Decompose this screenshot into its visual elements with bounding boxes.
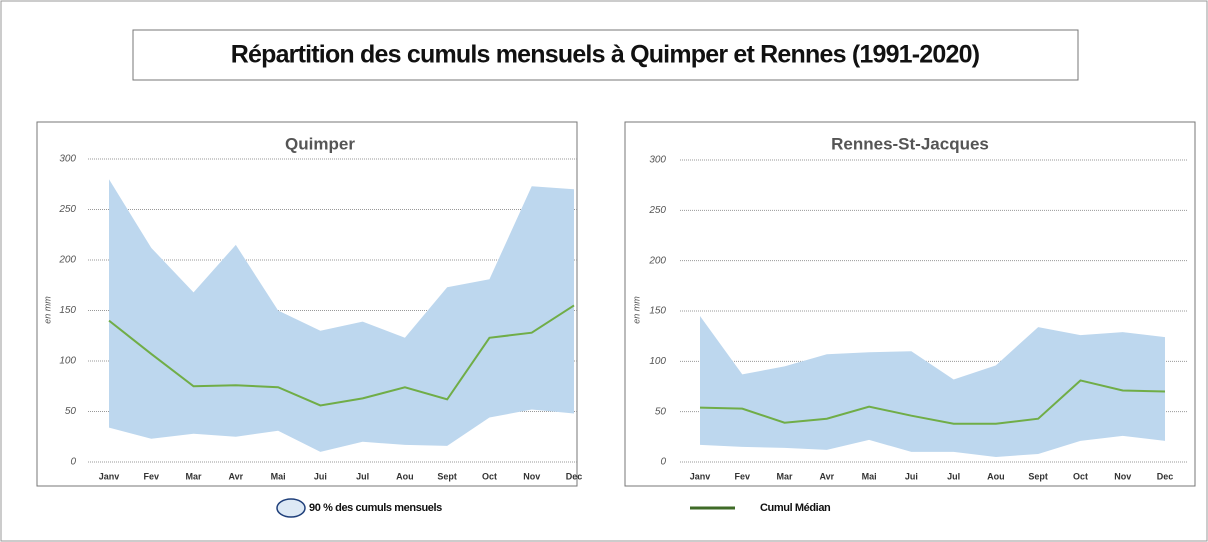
x-tick-label: Dec <box>1157 471 1174 481</box>
y-tick-label: 100 <box>649 356 666 367</box>
x-tick-label: Mai <box>271 471 286 481</box>
median-line <box>108 304 575 407</box>
legend-swatch <box>276 498 306 518</box>
x-tick-label: Janv <box>690 471 711 481</box>
y-tick-label: 300 <box>59 154 76 165</box>
x-tick-label: Nov <box>523 471 540 481</box>
x-tick-label: Sept <box>437 471 457 481</box>
y-axis-label: en mm <box>631 296 641 324</box>
x-tick-label: Jul <box>356 471 369 481</box>
x-tick-label: Mai <box>862 471 877 481</box>
x-tick-label: Oct <box>482 471 497 481</box>
x-tick-label: Aou <box>987 471 1005 481</box>
x-tick-label: Jul <box>947 471 960 481</box>
x-tick-label: Janv <box>99 471 120 481</box>
y-tick-label: 250 <box>648 205 666 216</box>
x-tick-label: Mar <box>186 471 203 481</box>
x-tick-label: Fev <box>735 471 751 481</box>
x-tick-label: Sept <box>1028 471 1048 481</box>
x-tick-label: Mar <box>777 471 794 481</box>
legend-label: Cumul Médian <box>760 502 831 514</box>
y-tick-label: 0 <box>70 457 76 468</box>
x-tick-label: Nov <box>1114 471 1131 481</box>
x-tick-label: Jui <box>314 471 327 481</box>
legend-label: 90 % des cumuls mensuels <box>309 502 442 514</box>
y-tick-label: 0 <box>660 457 666 468</box>
x-tick-label: Oct <box>1073 471 1088 481</box>
x-tick-label: Dec <box>566 471 583 481</box>
range-band <box>700 316 1165 457</box>
y-tick-label: 250 <box>58 204 76 215</box>
y-tick-label: 150 <box>649 306 666 317</box>
y-tick-label: 150 <box>59 305 76 316</box>
x-tick-label: Avr <box>228 471 243 481</box>
y-tick-label: 50 <box>65 406 77 417</box>
x-tick-label: Jui <box>905 471 918 481</box>
x-tick-label: Aou <box>396 471 414 481</box>
y-axis-label: en mm <box>42 296 52 324</box>
median-line <box>699 379 1166 425</box>
x-tick-label: Avr <box>819 471 834 481</box>
title-box <box>132 29 1079 81</box>
y-tick-label: 50 <box>655 406 667 417</box>
page-title: Répartition des cumuls mensuels à Quimpe… <box>231 41 980 69</box>
y-tick-label: 200 <box>58 255 76 266</box>
chart-title: Rennes-St-Jacques <box>831 134 989 153</box>
x-tick-label: Fev <box>144 471 160 481</box>
y-tick-label: 300 <box>649 155 666 166</box>
y-tick-label: 100 <box>59 356 76 367</box>
y-tick-label: 200 <box>648 255 666 266</box>
chart-title: Quimper <box>285 134 355 153</box>
